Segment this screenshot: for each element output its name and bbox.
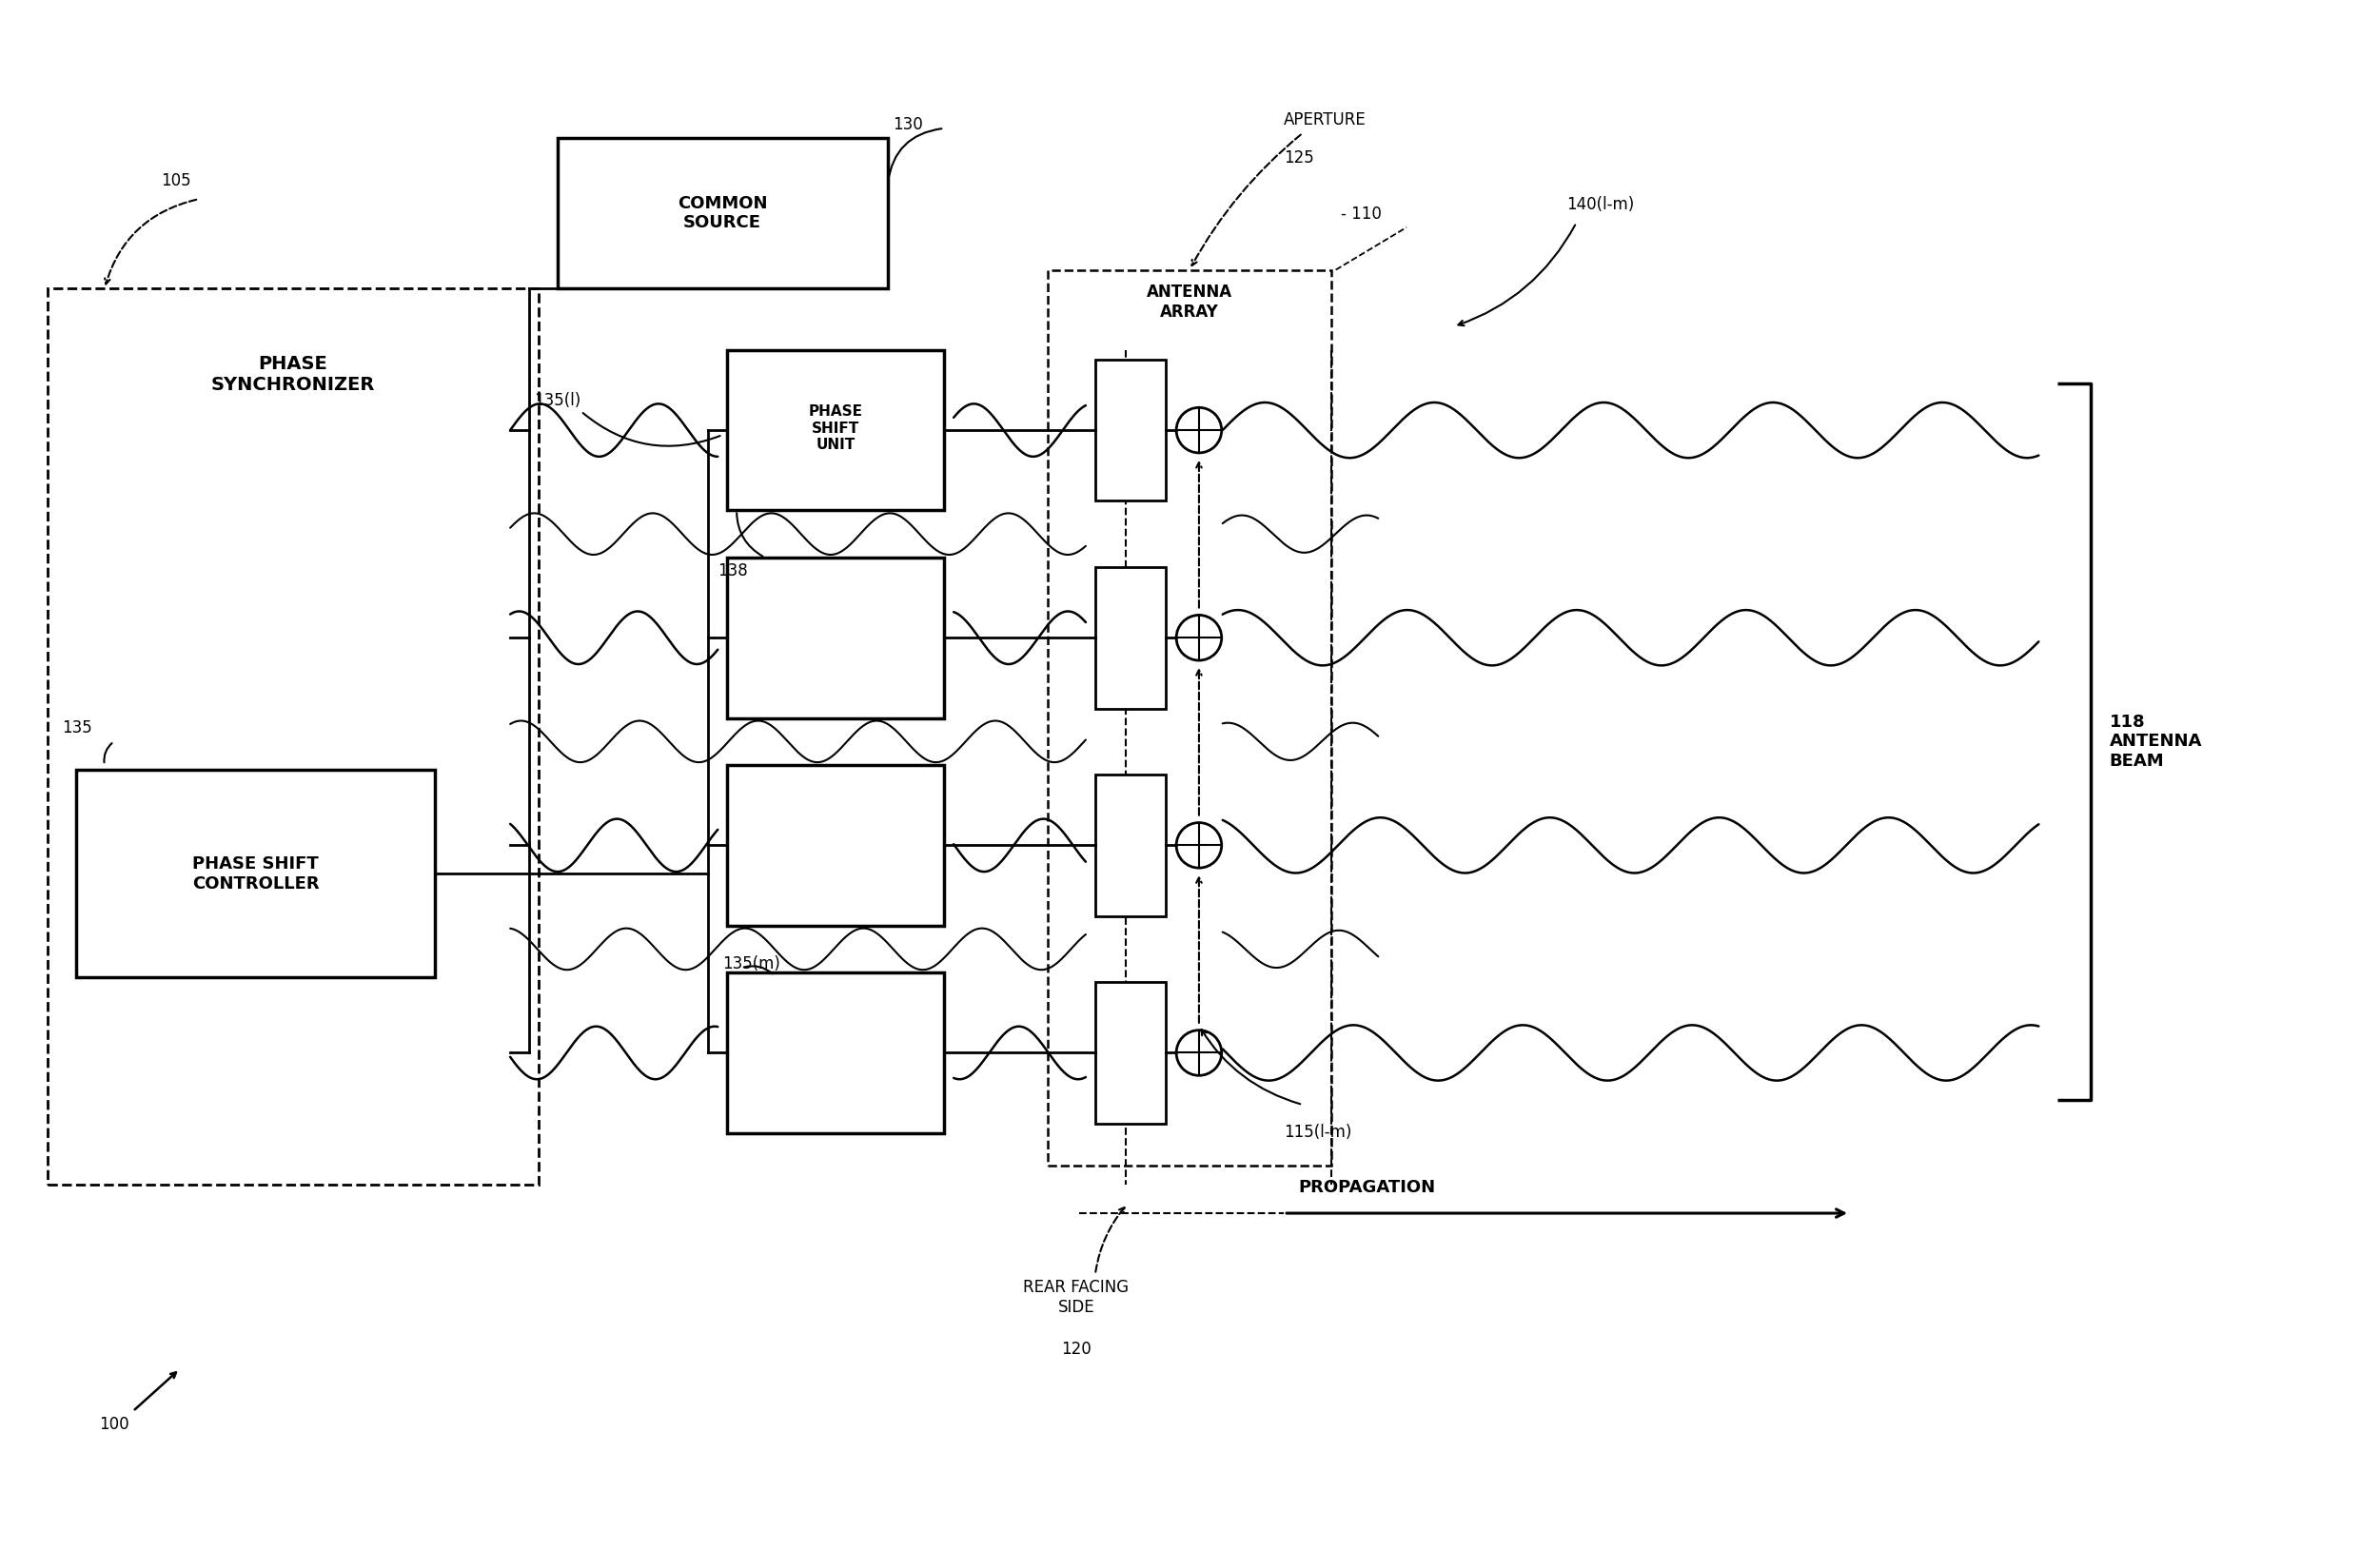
FancyBboxPatch shape [557, 138, 888, 288]
FancyBboxPatch shape [76, 770, 436, 978]
Text: 130: 130 [892, 116, 923, 133]
FancyBboxPatch shape [1095, 567, 1166, 708]
FancyBboxPatch shape [1095, 983, 1166, 1124]
Text: 135: 135 [62, 719, 93, 736]
Text: 135(m): 135(m) [724, 955, 781, 973]
FancyBboxPatch shape [1047, 270, 1330, 1166]
FancyBboxPatch shape [728, 350, 945, 510]
Text: 105: 105 [162, 172, 190, 189]
Text: COMMON
SOURCE: COMMON SOURCE [678, 195, 766, 231]
Text: REAR FACING
SIDE: REAR FACING SIDE [1023, 1279, 1128, 1316]
Text: PHASE SHIFT
CONTROLLER: PHASE SHIFT CONTROLLER [193, 856, 319, 893]
Text: 120: 120 [1061, 1341, 1092, 1358]
FancyBboxPatch shape [728, 766, 945, 925]
FancyBboxPatch shape [1095, 775, 1166, 916]
Text: PROPAGATION: PROPAGATION [1297, 1180, 1435, 1197]
Text: 135(l): 135(l) [533, 392, 581, 409]
Text: 100: 100 [100, 1417, 129, 1434]
Text: 115(l-m): 115(l-m) [1283, 1124, 1352, 1141]
Text: - 110: - 110 [1340, 206, 1380, 223]
FancyBboxPatch shape [728, 558, 945, 718]
FancyBboxPatch shape [1095, 360, 1166, 501]
FancyBboxPatch shape [728, 973, 945, 1133]
Text: 140(l-m): 140(l-m) [1566, 197, 1635, 214]
Text: 138: 138 [719, 563, 747, 580]
FancyBboxPatch shape [48, 288, 538, 1184]
Text: ANTENNA
ARRAY: ANTENNA ARRAY [1147, 284, 1233, 321]
Text: 125: 125 [1283, 149, 1314, 166]
Text: PHASE
SYNCHRONIZER: PHASE SYNCHRONIZER [212, 355, 376, 394]
Text: PHASE
SHIFT
UNIT: PHASE SHIFT UNIT [809, 405, 864, 453]
Text: 118
ANTENNA
BEAM: 118 ANTENNA BEAM [2109, 713, 2202, 770]
Text: APERTURE: APERTURE [1283, 112, 1366, 129]
